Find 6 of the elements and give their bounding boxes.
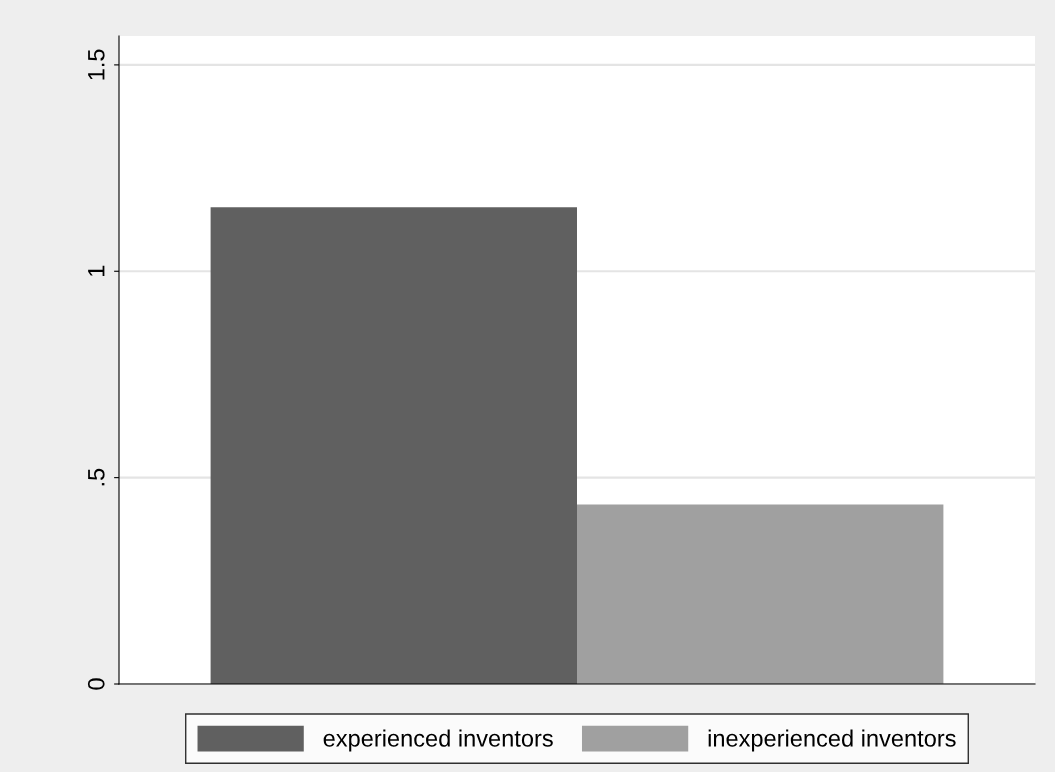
y-tick-label: .5 [88, 468, 105, 486]
y-tick-label: 0 [87, 678, 105, 690]
legend-label: inexperienced inventors [708, 729, 956, 752]
y-tick-label: 1 [88, 265, 105, 277]
y-tick-label: 1.5 [88, 49, 105, 80]
legend-label: experienced inventors [323, 729, 553, 752]
